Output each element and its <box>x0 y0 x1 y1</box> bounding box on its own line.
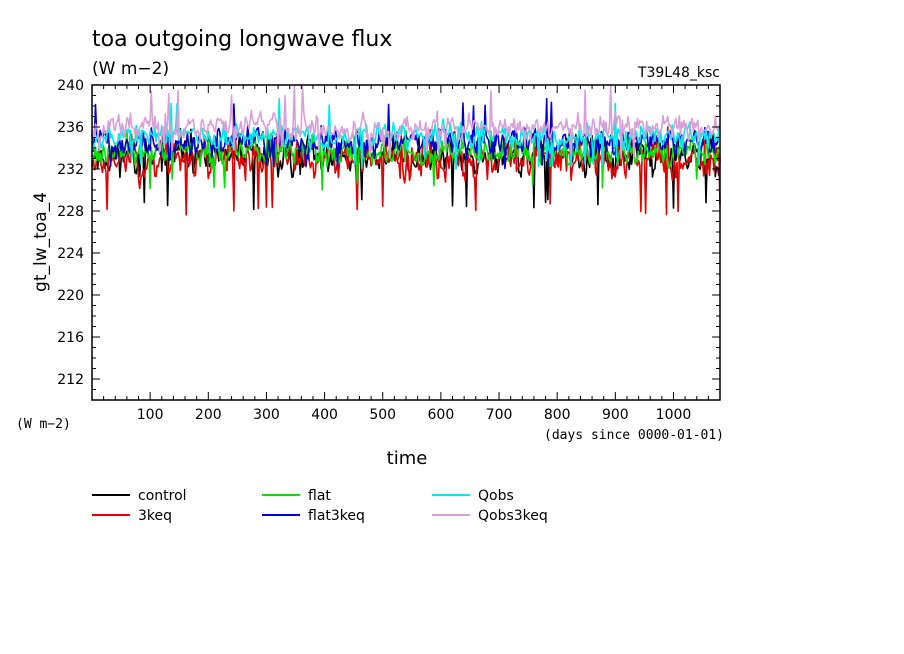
legend: control 3keq flat flat3keq Qobs Qobs3keq <box>92 488 548 524</box>
y-tick-label: 220 <box>57 288 84 304</box>
x-tick-label: 300 <box>253 407 280 423</box>
x-tick-label: 600 <box>428 407 455 423</box>
x-tick-label: 200 <box>195 407 222 423</box>
legend-label: flat <box>308 488 331 504</box>
y-tick-label: 240 <box>57 78 84 94</box>
x-tick-label: 1000 <box>656 407 692 423</box>
legend-label: flat3keq <box>308 508 365 524</box>
x-tick-label: 900 <box>602 407 629 423</box>
x-tick-label: 100 <box>137 407 164 423</box>
y-tick-label: 216 <box>57 330 84 346</box>
x-axis-label: time <box>387 448 428 469</box>
legend-label: control <box>138 488 187 504</box>
y-tick-label: 232 <box>57 162 84 178</box>
series-layer <box>91 84 721 216</box>
legend-label: Qobs <box>478 488 514 504</box>
x-tick-label: 400 <box>311 407 338 423</box>
series-line-qobs3keq <box>91 84 721 160</box>
legend-label: 3keq <box>138 508 172 524</box>
y-axis-unit: (W m−2) <box>16 417 71 432</box>
y-tick-label: 224 <box>57 246 84 262</box>
x-tick-label: 500 <box>369 407 396 423</box>
y-tick-label: 212 <box>57 372 84 388</box>
y-tick-label: 228 <box>57 204 84 220</box>
series-line-qobs <box>91 97 721 170</box>
series-line-flat <box>91 129 721 191</box>
x-tick-label: 800 <box>544 407 571 423</box>
x-axis-ticks: 100 200 300 400 500 600 700 800 900 1000 <box>103 85 709 423</box>
run-label: T39L48_ksc <box>637 65 720 81</box>
series-line-flat3keq <box>91 97 721 170</box>
x-axis-unit: (days since 0000-01-01) <box>544 428 724 443</box>
x-tick-label: 700 <box>486 407 513 423</box>
y-axis-label: gt_lw_toa_4 <box>31 192 51 292</box>
chart-title: toa outgoing longwave flux <box>92 27 392 52</box>
legend-label: Qobs3keq <box>478 508 548 524</box>
chart-subtitle: (W m−2) <box>92 59 169 79</box>
y-tick-label: 236 <box>57 120 84 136</box>
y-axis-ticks: 212 216 220 224 228 232 236 240 <box>57 78 720 390</box>
